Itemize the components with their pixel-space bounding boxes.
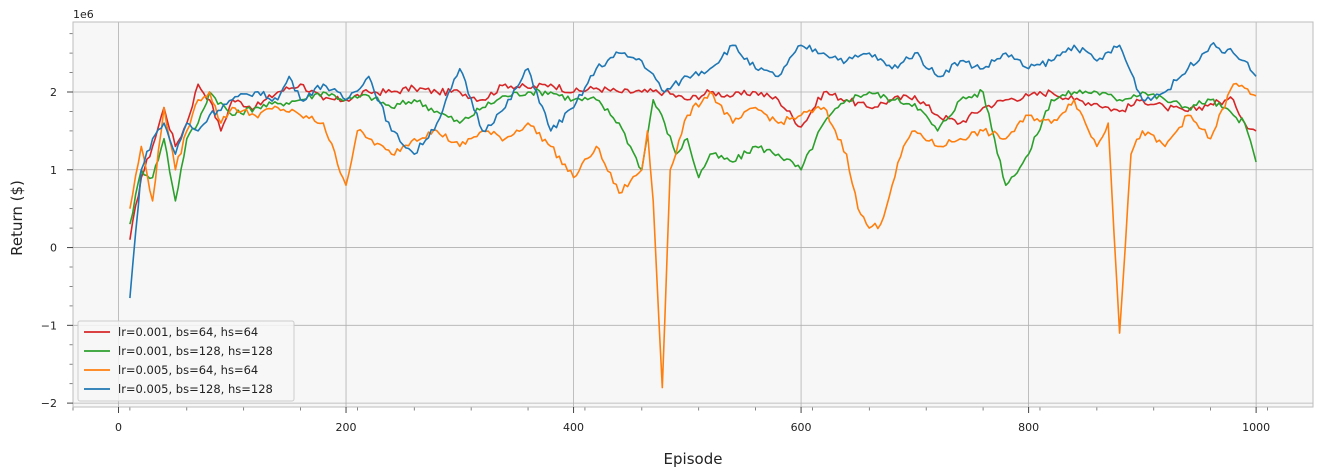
- plot-area-frame: [72, 21, 1314, 408]
- y-tick-label: −2: [41, 397, 57, 410]
- y-axis-multiplier: 1e6: [73, 8, 94, 21]
- legend-label-1: lr=0.001, bs=64, hs=64: [118, 325, 258, 339]
- legend-label-3: lr=0.005, bs=64, hs=64: [118, 363, 258, 377]
- x-tick-label: 0: [115, 421, 122, 434]
- legend-label-4: lr=0.005, bs=128, hs=128: [118, 382, 273, 396]
- y-tick-label: 2: [50, 86, 57, 99]
- x-tick-label: 200: [336, 421, 357, 434]
- x-tick-label: 800: [1018, 421, 1039, 434]
- series-line-3: [129, 82, 1257, 389]
- series-lines: [129, 42, 1257, 389]
- legend-label-2: lr=0.001, bs=128, hs=128: [118, 344, 273, 358]
- x-tick-label: 400: [563, 421, 584, 434]
- y-axis-label: Return ($): [8, 180, 26, 256]
- y-axis-ticks: −2 −1 0 1 2: [41, 86, 73, 410]
- legend: lr=0.001, bs=64, hs=64 lr=0.001, bs=128, …: [77, 320, 295, 402]
- minor-ticks: [69, 33, 1268, 411]
- series-line-2: [129, 88, 1257, 225]
- y-tick-label: 0: [50, 242, 57, 255]
- x-tick-label: 600: [791, 421, 812, 434]
- x-tick-label: 1000: [1242, 421, 1270, 434]
- series-line-4: [129, 42, 1257, 299]
- x-axis-label: Episode: [664, 450, 723, 468]
- legend-box: [77, 320, 295, 402]
- y-tick-label: −1: [41, 319, 57, 332]
- y-tick-label: 1: [50, 164, 57, 177]
- x-axis-ticks: 0 200 400 600 800 1000: [115, 407, 1270, 434]
